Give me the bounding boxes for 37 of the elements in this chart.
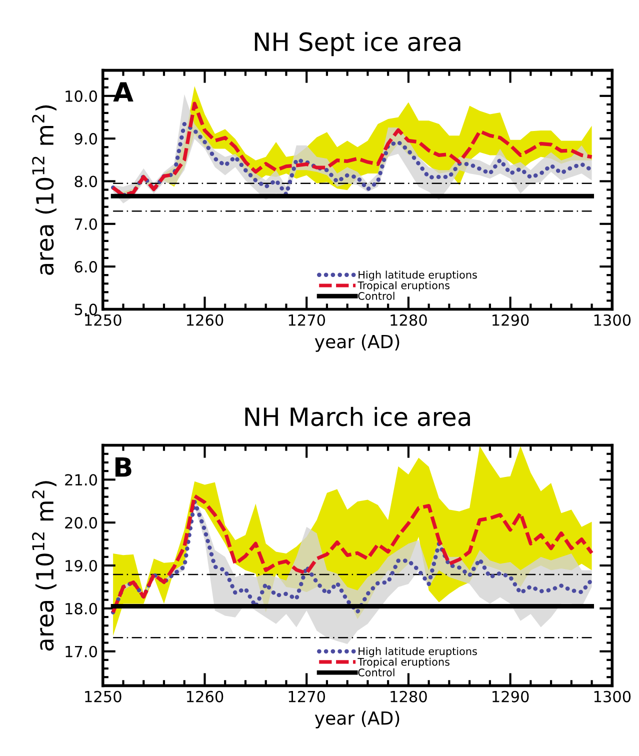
x-tick-label: 1270 bbox=[288, 314, 326, 326]
x-tick-label: 1290 bbox=[492, 314, 529, 326]
y-tick-label: 8.0 bbox=[74, 176, 98, 188]
legend-label: Control bbox=[358, 292, 394, 300]
x-tick-label: 1260 bbox=[186, 314, 224, 326]
legend-label: Tropical eruptions bbox=[358, 281, 450, 292]
y-tick-label: 10.0 bbox=[66, 90, 98, 102]
legend-label: High latitude eruptions bbox=[358, 270, 477, 281]
y-tick-label: 21.0 bbox=[65, 474, 98, 486]
x-tick-label: 1270 bbox=[288, 690, 326, 702]
annotation: A bbox=[113, 82, 134, 102]
x-tick-label: 1300 bbox=[594, 314, 631, 326]
y-tick-label: 7.0 bbox=[74, 218, 98, 230]
chart-title: NH March ice area bbox=[245, 406, 470, 426]
y-tick-label: 20.0 bbox=[65, 517, 98, 529]
x-tick-label: 1290 bbox=[492, 690, 529, 702]
legend-label: High latitude eruptions bbox=[358, 647, 477, 658]
x-tick-label: 1280 bbox=[390, 314, 427, 326]
annotation: B bbox=[115, 457, 132, 477]
x-tick-label: 1250 bbox=[85, 314, 122, 326]
y-axis-title: area (10$^{12}$ m$^{2}$) bbox=[32, 105, 56, 275]
y-tick-label: 5.0 bbox=[74, 304, 98, 316]
y-tick-label: 9.0 bbox=[74, 133, 98, 145]
legend-label: Tropical eruptions bbox=[358, 658, 450, 668]
x-axis-title: year (AD) bbox=[314, 334, 400, 352]
legend-label: Control bbox=[358, 668, 394, 676]
y-axis-title: area (10$^{12}$ m$^{2}$) bbox=[32, 481, 56, 651]
x-tick-label: 1280 bbox=[390, 690, 427, 702]
x-tick-label: 1250 bbox=[85, 690, 122, 702]
y-tick-label: 17.0 bbox=[66, 646, 98, 658]
x-axis-title: year (AD) bbox=[314, 710, 400, 728]
y-tick-label: 19.0 bbox=[66, 560, 98, 572]
y-tick-label: 6.0 bbox=[74, 261, 98, 273]
x-tick-label: 1260 bbox=[186, 690, 224, 702]
chart-title: NH Sept ice area bbox=[254, 32, 460, 56]
x-tick-label: 1300 bbox=[594, 690, 631, 702]
y-tick-label: 18.0 bbox=[66, 602, 98, 614]
